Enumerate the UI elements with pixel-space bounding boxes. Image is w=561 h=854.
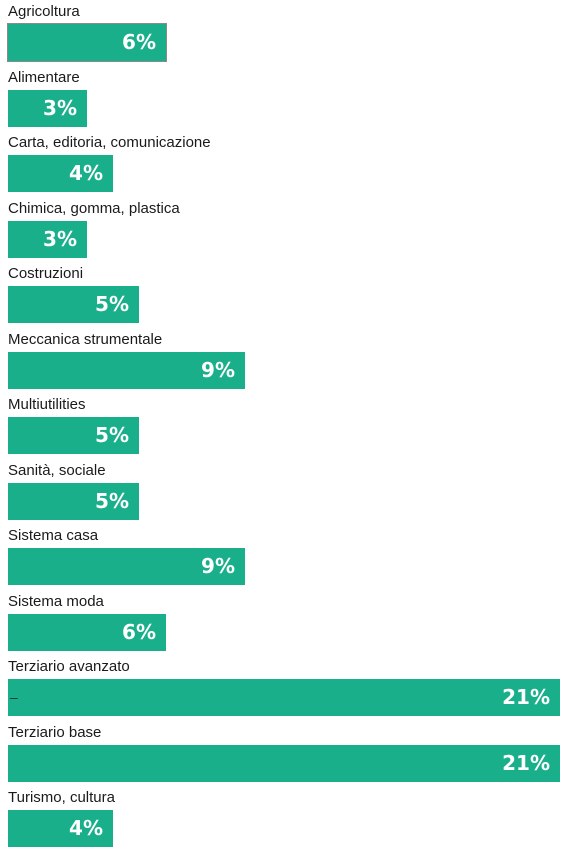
value-label: 3%: [43, 95, 77, 120]
category-label: Agricoltura: [8, 3, 80, 20]
bar: 4%: [8, 810, 113, 847]
value-label: 9%: [201, 357, 235, 382]
bar-row: Meccanica strumentale 9%: [0, 330, 561, 396]
value-label: 21%: [502, 685, 550, 709]
bar: 5%: [8, 482, 139, 520]
bar: 4%: [8, 155, 113, 192]
bar: 9%: [8, 351, 245, 389]
value-label: 5%: [95, 292, 129, 316]
bar: 5%: [8, 286, 139, 323]
bar: 3%: [8, 89, 87, 127]
value-label: 5%: [95, 423, 129, 447]
value-label: 6%: [122, 30, 156, 54]
bar-annotation: –: [10, 689, 18, 705]
category-label: Carta, editoria, comunicazione: [8, 134, 211, 151]
bar-row: Costruzioni 5%: [0, 264, 561, 330]
category-label: Sistema casa: [8, 527, 99, 544]
bar: – 21%: [8, 679, 560, 716]
bar-row: Sistema casa 9%: [0, 526, 561, 592]
value-label: 5%: [95, 488, 129, 513]
category-label: Sanità, sociale: [8, 461, 106, 479]
bar-row: Multiutilities 5%: [0, 395, 561, 461]
value-label: 3%: [43, 226, 77, 251]
value-label: 4%: [69, 161, 103, 185]
bar-row: Agricoltura 6%: [0, 2, 561, 68]
category-label: Terziario avanzato: [8, 658, 130, 675]
bar: 9%: [8, 548, 245, 585]
category-label: Terziario base: [8, 723, 102, 741]
bar-row: Sistema moda 6%: [0, 592, 561, 658]
category-label: Meccanica strumentale: [8, 330, 163, 348]
bar: 6%: [7, 23, 167, 62]
bar: 3%: [8, 220, 87, 258]
category-label: Multiutilities: [8, 396, 86, 413]
bar: 21%: [8, 744, 560, 782]
bar-row: Terziario base 21%: [0, 723, 561, 789]
category-label: Alimentare: [8, 68, 80, 86]
category-label: Sistema moda: [8, 592, 104, 610]
bar-row: Carta, editoria, comunicazione 4%: [0, 133, 561, 199]
value-label: 9%: [201, 554, 235, 578]
bar-row: Chimica, gomma, plastica 3%: [0, 199, 561, 265]
bar-row: Terziario avanzato – 21%: [0, 657, 561, 723]
category-label: Chimica, gomma, plastica: [8, 199, 180, 217]
bar: 6%: [8, 613, 166, 651]
bar: 5%: [8, 417, 139, 454]
bar-row: Alimentare 3%: [0, 68, 561, 134]
category-label: Turismo, cultura: [8, 789, 115, 806]
category-label: Costruzioni: [8, 265, 84, 282]
bar-row: Sanità, sociale 5%: [0, 461, 561, 527]
bar-row: Turismo, cultura 4%: [0, 788, 561, 854]
value-label: 21%: [502, 750, 550, 775]
value-label: 4%: [69, 816, 103, 840]
value-label: 6%: [122, 619, 156, 644]
